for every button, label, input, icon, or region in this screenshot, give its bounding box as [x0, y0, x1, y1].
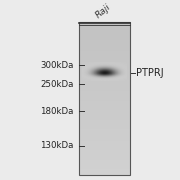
Bar — [79, 40, 130, 41]
Bar — [79, 22, 130, 24]
Bar — [79, 74, 130, 76]
Text: 180kDa: 180kDa — [40, 107, 74, 116]
Bar — [79, 89, 130, 91]
Bar — [79, 112, 130, 114]
Bar — [79, 135, 130, 137]
Bar — [79, 76, 130, 78]
Bar — [79, 137, 130, 139]
Bar — [79, 146, 130, 148]
Bar — [79, 114, 130, 116]
Bar — [79, 82, 130, 83]
Bar — [79, 80, 130, 82]
Bar — [79, 139, 130, 141]
Bar — [79, 62, 130, 64]
Bar — [79, 116, 130, 118]
Bar — [79, 108, 130, 110]
Bar — [79, 122, 130, 123]
Bar — [79, 152, 130, 154]
Bar — [79, 148, 130, 150]
Bar — [79, 104, 130, 106]
Bar — [79, 171, 130, 173]
Bar — [79, 70, 130, 72]
Bar — [79, 169, 130, 171]
Bar — [79, 68, 130, 70]
Bar — [79, 127, 130, 129]
Bar — [79, 123, 130, 125]
Bar — [79, 60, 130, 62]
Bar — [79, 102, 130, 104]
Bar — [79, 142, 130, 144]
Bar — [79, 156, 130, 158]
Bar — [79, 97, 130, 99]
Bar — [79, 87, 130, 89]
Bar — [79, 106, 130, 108]
Bar — [79, 58, 130, 60]
Bar — [79, 167, 130, 169]
Text: 250kDa: 250kDa — [40, 80, 74, 89]
Bar — [79, 163, 130, 165]
Bar — [79, 34, 130, 36]
Bar — [79, 66, 130, 68]
Bar — [79, 47, 130, 49]
Bar — [79, 43, 130, 45]
Bar — [79, 120, 130, 122]
Bar — [79, 144, 130, 146]
Bar — [79, 129, 130, 131]
Bar — [79, 78, 130, 80]
Text: PTPRJ: PTPRJ — [136, 68, 163, 78]
Bar — [79, 36, 130, 38]
Bar — [79, 55, 130, 57]
Bar — [79, 91, 130, 93]
Bar — [79, 85, 130, 87]
Bar — [79, 26, 130, 28]
Bar — [79, 154, 130, 156]
Bar — [79, 49, 130, 51]
Bar — [79, 38, 130, 40]
Bar — [79, 30, 130, 32]
Bar — [79, 161, 130, 163]
Bar — [79, 158, 130, 160]
Text: Raji: Raji — [94, 2, 113, 20]
Bar — [79, 28, 130, 30]
Bar — [79, 173, 130, 175]
Bar — [79, 64, 130, 66]
Bar — [79, 133, 130, 135]
Bar — [79, 141, 130, 142]
Bar — [79, 24, 130, 26]
Bar — [79, 57, 130, 59]
Bar — [79, 22, 130, 175]
Bar — [79, 51, 130, 53]
Bar — [79, 72, 130, 74]
Bar — [79, 110, 130, 112]
Bar — [79, 93, 130, 95]
Text: 130kDa: 130kDa — [40, 141, 74, 150]
Bar — [79, 41, 130, 43]
Bar — [79, 165, 130, 167]
Bar — [79, 53, 130, 55]
Bar — [79, 160, 130, 161]
Bar — [79, 83, 130, 85]
Bar — [79, 45, 130, 47]
Bar — [79, 99, 130, 100]
Bar — [79, 32, 130, 34]
Bar — [79, 95, 130, 97]
Bar — [79, 100, 130, 102]
Bar — [79, 118, 130, 120]
Bar — [79, 125, 130, 127]
Bar — [79, 150, 130, 152]
Bar — [79, 131, 130, 133]
Text: 300kDa: 300kDa — [40, 61, 74, 70]
